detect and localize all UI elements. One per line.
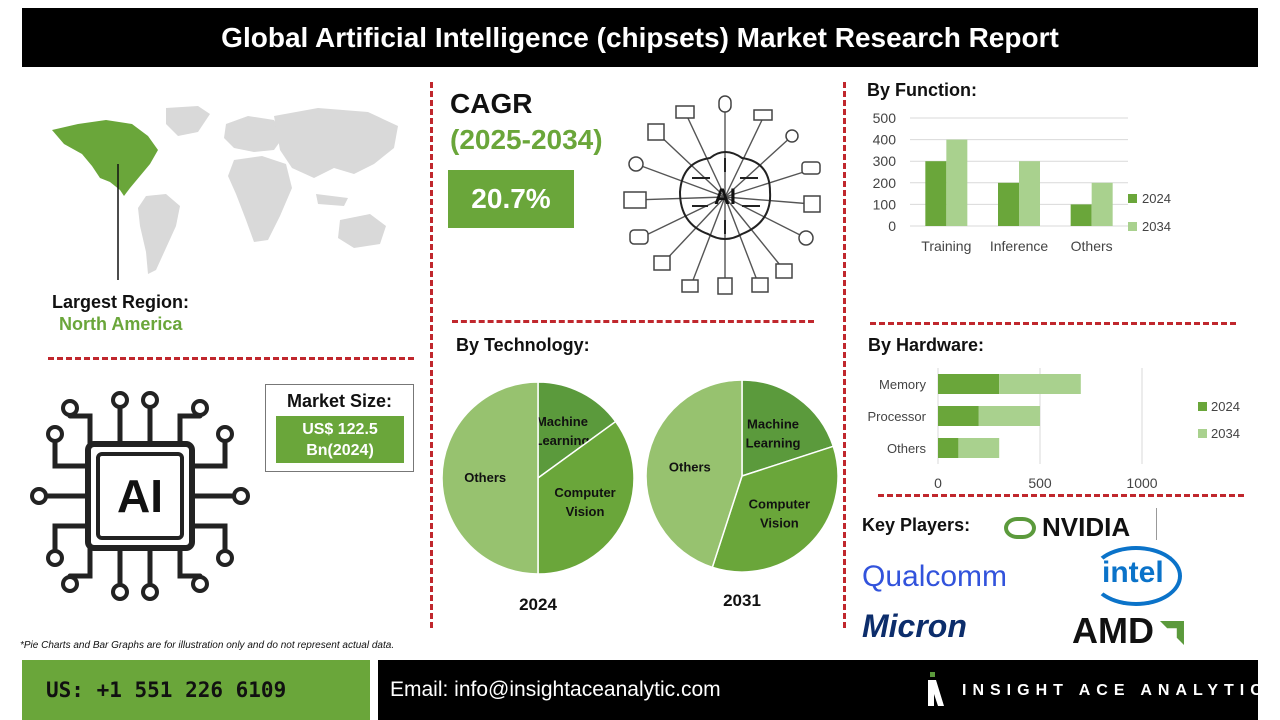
hardware-legend-swatch (1198, 429, 1207, 438)
technology-title: By Technology: (456, 335, 590, 355)
pie-slice-2031-machine-learning (741, 379, 835, 478)
market-size-label: Market Size: (286, 391, 393, 411)
divider-cagr (452, 320, 814, 323)
hardware-bar-2034-memory (999, 374, 1081, 394)
map-europe (224, 116, 284, 152)
function-bar-chart: 0 100 200 300 400 500 Training Inference Others 2… (873, 110, 1171, 254)
function-y-tick: 0 (888, 218, 896, 234)
key-players-label: Key Players: (862, 515, 971, 535)
intel-logo: intel (1090, 546, 1182, 606)
pie-slice-2024-machine-learning (537, 381, 617, 480)
divider-left (430, 82, 433, 628)
pie-year-label: 2024 (519, 595, 557, 614)
function-x-tick: Training (921, 238, 971, 254)
function-y-tick: 400 (873, 132, 897, 148)
map-australia (338, 214, 386, 248)
pie-slice-2024-others (441, 381, 539, 575)
pie-year-label: 2031 (723, 591, 761, 610)
brand-logo-icon (928, 672, 944, 706)
hardware-x-tick: 500 (1028, 475, 1052, 491)
function-bar-2034-inference (1019, 161, 1040, 226)
hardware-bar-2024-processor (938, 406, 979, 426)
hardware-legend-swatch (1198, 402, 1207, 411)
nvidia-logo: NVIDIA (1004, 512, 1130, 543)
function-y-tick: 200 (873, 175, 897, 191)
function-bar-2024-training (925, 161, 947, 226)
hardware-bar-chart: 0 500 1000 Memory Processor Others 2024 2034 (867, 368, 1240, 491)
chip-icon-text: AI (117, 470, 163, 522)
footer-phone[interactable]: US: +1 551 226 6109 (22, 660, 370, 720)
function-legend-swatch (1128, 222, 1137, 231)
market-size-value: US$ 122.5 Bn(2024) (276, 416, 404, 463)
function-legend-label: 2034 (1142, 219, 1171, 234)
ai-brain-network-icon: AI (623, 95, 821, 295)
nvidia-divider (1156, 508, 1157, 540)
hardware-legend-label: 2024 (1211, 399, 1240, 414)
cagr-value: 20.7% (448, 170, 574, 228)
largest-region-label: Largest Region: (52, 292, 190, 312)
function-y-tick: 100 (873, 196, 897, 212)
technology-pies: Machine Learning Computer Vision Others 2024 M… (441, 379, 839, 614)
pie-label-2031: Machine Learning (746, 416, 801, 450)
qualcomm-logo: Qualcomm (862, 560, 1008, 593)
function-x-tick: Inference (990, 238, 1049, 254)
map-asia (274, 108, 398, 178)
map-north-america (52, 120, 158, 196)
divider-region (48, 357, 414, 360)
pie-label-2024: Others (464, 470, 506, 485)
hardware-y-tick: Others (887, 441, 927, 456)
function-bar-2024-inference (998, 182, 1019, 226)
hardware-y-tick: Memory (879, 377, 926, 392)
largest-region-value: North America (59, 314, 183, 334)
brand-name: INSIGHT ACE ANALYTIC (962, 682, 1268, 699)
disclaimer-note: *Pie Charts and Bar Graphs are for illus… (20, 640, 395, 651)
function-legend-label: 2024 (1142, 191, 1171, 206)
footer-email[interactable]: Email: info@insightaceanalytic.com (378, 660, 900, 720)
pie-label-2031: Others (669, 460, 711, 475)
divider-hardware (878, 494, 1244, 497)
pie-slice-2024-computer-vision (537, 420, 635, 575)
hardware-bar-2024-memory (938, 374, 1000, 394)
pie-slice-2031-others (645, 379, 743, 569)
report-title: Global Artificial Intelligence (chipsets… (22, 8, 1258, 67)
hardware-title: By Hardware: (868, 335, 985, 355)
cagr-years: (2025-2034) (450, 124, 603, 155)
pie-slice-2031-computer-vision (711, 445, 839, 573)
map-greenland (166, 106, 210, 136)
ai-chip-icon: AI (30, 391, 250, 601)
map-indonesia (316, 194, 348, 206)
hardware-legend-label: 2034 (1211, 426, 1240, 441)
hardware-bar-2034-others (958, 438, 1000, 458)
divider-function (870, 322, 1236, 325)
map-south-america (138, 194, 180, 274)
pie-label-2024: Computer Vision (554, 485, 615, 519)
function-y-tick: 500 (873, 110, 897, 126)
hardware-y-tick: Processor (867, 409, 926, 424)
function-bar-2034-training (946, 139, 968, 226)
function-y-tick: 300 (873, 153, 897, 169)
world-map (52, 106, 398, 280)
hardware-x-tick: 0 (934, 475, 942, 491)
pie-label-2024: Machine Learning (535, 414, 590, 448)
divider-right (843, 82, 846, 628)
footer-brand: INSIGHT ACE ANALYTIC (900, 660, 1262, 720)
amd-logo: AMD (1072, 610, 1184, 652)
hardware-bar-2034-processor (978, 406, 1040, 426)
function-title: By Function: (867, 80, 977, 100)
map-africa (228, 156, 292, 242)
hardware-bar-2024-others (938, 438, 959, 458)
function-legend-swatch (1128, 194, 1137, 203)
function-x-tick: Others (1071, 238, 1113, 254)
micron-logo: Micron (862, 608, 967, 644)
function-bar-2034-others (1091, 182, 1113, 226)
cagr-label: CAGR (450, 88, 533, 119)
market-size-card: Market Size: US$ 122.5 Bn(2024) (265, 384, 414, 472)
hardware-x-tick: 1000 (1126, 475, 1157, 491)
pie-label-2031: Computer Vision (749, 496, 810, 530)
brain-icon-text: AI (714, 184, 736, 209)
function-bar-2024-others (1070, 204, 1092, 226)
